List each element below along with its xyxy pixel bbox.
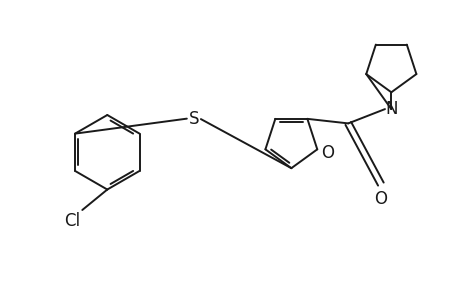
Text: O: O	[374, 190, 386, 208]
Text: Cl: Cl	[64, 212, 80, 230]
Text: S: S	[188, 110, 198, 128]
Text: N: N	[384, 100, 397, 118]
Text: O: O	[320, 144, 333, 162]
